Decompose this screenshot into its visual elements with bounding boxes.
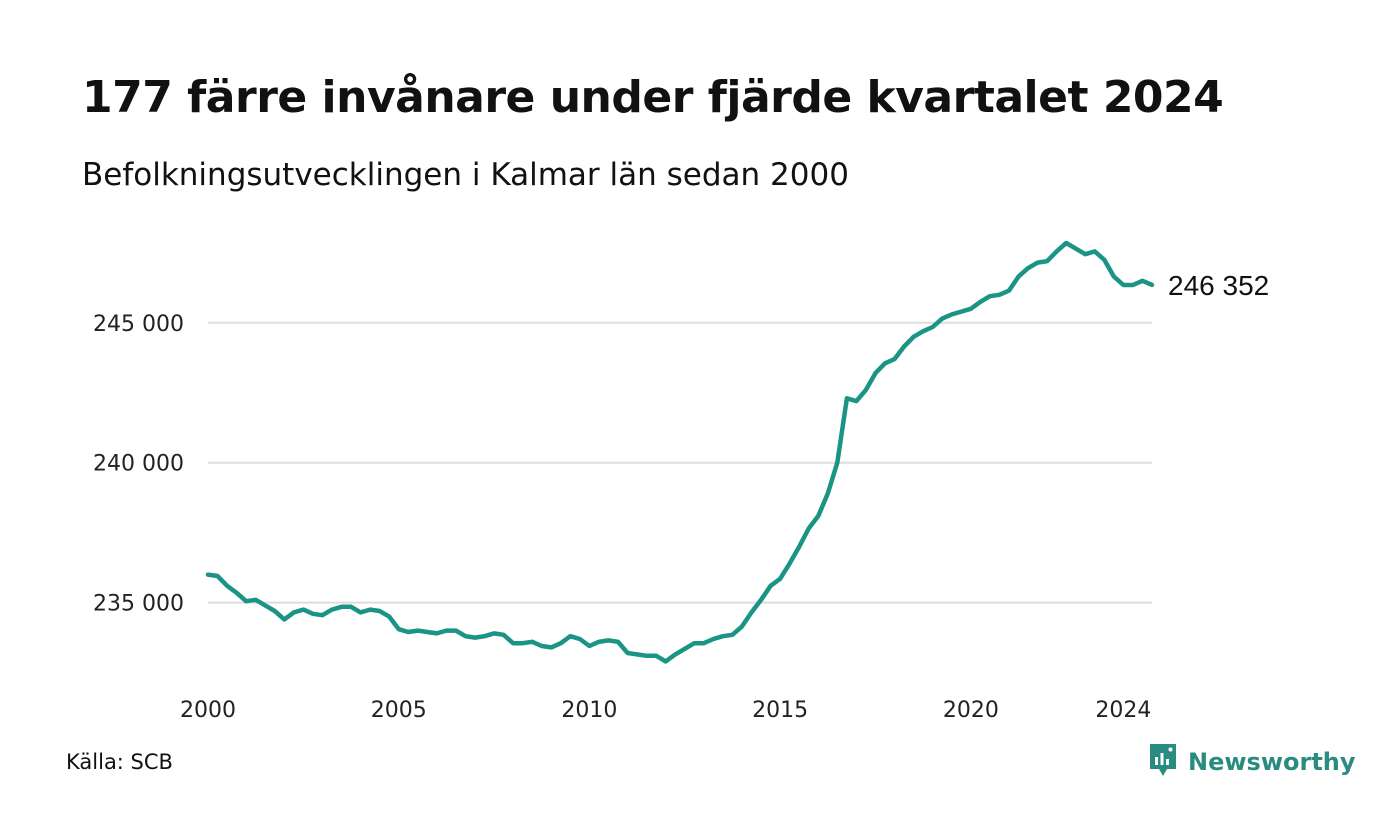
y-tick-label: 235 000 (93, 592, 184, 617)
y-axis-tick-labels: 235 000 240 000 245 000 (93, 312, 184, 617)
bar-chart-speech-bubble-icon (1148, 742, 1178, 782)
y-tick-label: 240 000 (93, 452, 184, 477)
x-tick-label: 2005 (371, 698, 427, 723)
brand-logo[interactable]: Newsworthy (1148, 744, 1356, 780)
x-tick-label: 2010 (561, 698, 617, 723)
series-layer (205, 240, 1155, 664)
series-line (205, 240, 1155, 664)
x-tick-label: 2015 (752, 698, 808, 723)
grid-lines (208, 321, 1152, 604)
x-tick-label: 2000 (180, 698, 236, 723)
source-note: Källa: SCB (66, 750, 173, 774)
last-value-label: 246 352 (1168, 270, 1269, 301)
chart-subtitle: Befolkningsutvecklingen i Kalmar län sed… (82, 157, 849, 193)
x-axis-tick-labels: 2000 2005 2010 2015 2020 2024 (180, 698, 1151, 723)
x-tick-label: 2024 (1095, 698, 1151, 723)
x-tick-label: 2020 (943, 698, 999, 723)
chart-title: 177 färre invånare under fjärde kvartale… (82, 72, 1224, 123)
brand-name: Newsworthy (1188, 748, 1356, 776)
y-tick-label: 245 000 (93, 312, 184, 337)
